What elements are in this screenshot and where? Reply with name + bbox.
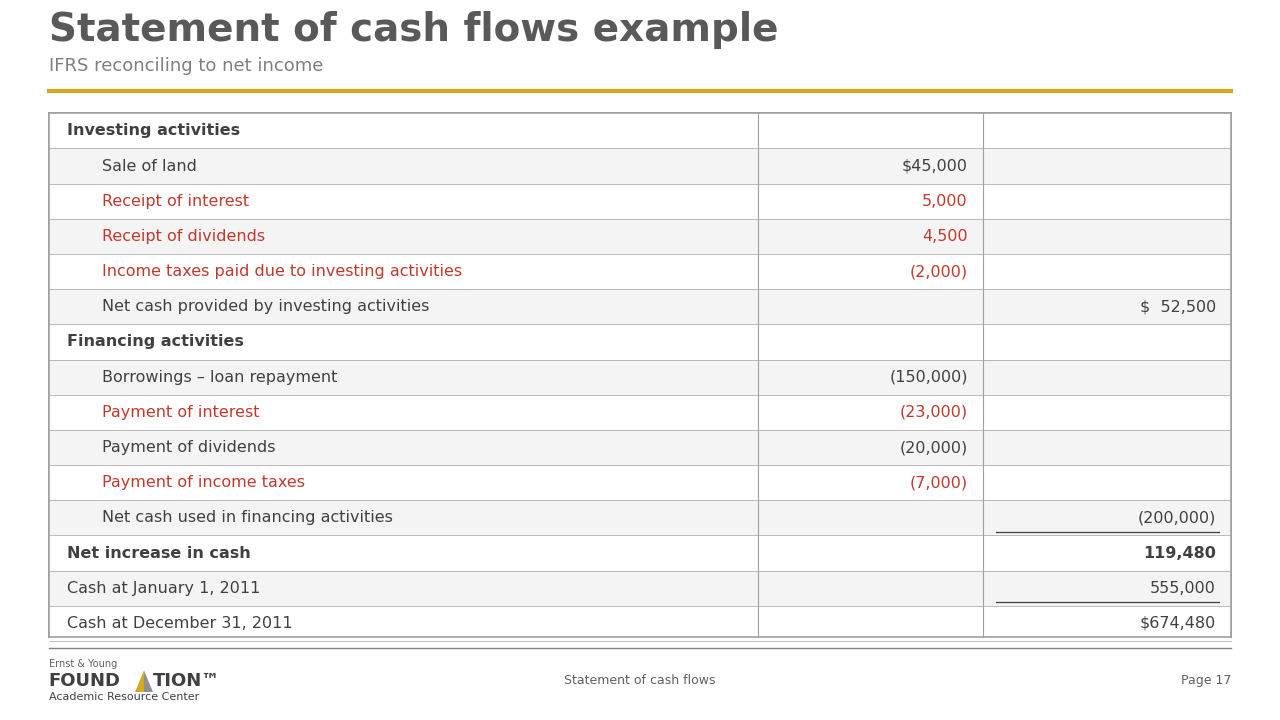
Text: Investing activities: Investing activities <box>67 123 239 138</box>
Text: TION™: TION™ <box>154 672 220 690</box>
Bar <box>49 536 1231 571</box>
Text: Receipt of interest: Receipt of interest <box>102 194 250 209</box>
Text: Net increase in cash: Net increase in cash <box>67 546 251 561</box>
Bar <box>49 430 1231 465</box>
Text: Statement of cash flows: Statement of cash flows <box>564 674 716 687</box>
Text: Payment of interest: Payment of interest <box>102 405 260 420</box>
Bar <box>49 359 1231 395</box>
Text: Ernst & Young: Ernst & Young <box>49 659 116 669</box>
Bar <box>49 254 1231 289</box>
Text: 5,000: 5,000 <box>922 194 968 209</box>
Text: (7,000): (7,000) <box>910 475 968 490</box>
Text: (200,000): (200,000) <box>1138 510 1216 526</box>
Text: Academic Resource Center: Academic Resource Center <box>49 692 198 702</box>
Polygon shape <box>136 670 143 692</box>
Bar <box>49 113 1231 637</box>
Bar <box>49 571 1231 606</box>
Text: Borrowings – loan repayment: Borrowings – loan repayment <box>102 369 338 384</box>
Bar <box>49 465 1231 500</box>
Text: Payment of dividends: Payment of dividends <box>102 440 276 455</box>
Text: Statement of cash flows example: Statement of cash flows example <box>49 11 778 49</box>
Text: (23,000): (23,000) <box>900 405 968 420</box>
Text: 119,480: 119,480 <box>1143 546 1216 561</box>
Text: Cash at December 31, 2011: Cash at December 31, 2011 <box>67 616 292 631</box>
Text: 4,500: 4,500 <box>922 229 968 244</box>
Text: Income taxes paid due to investing activities: Income taxes paid due to investing activ… <box>102 264 462 279</box>
Polygon shape <box>143 670 154 692</box>
Text: Financing activities: Financing activities <box>67 335 243 349</box>
Text: (2,000): (2,000) <box>910 264 968 279</box>
Bar <box>49 500 1231 536</box>
Text: Sale of land: Sale of land <box>102 158 197 174</box>
Bar <box>49 606 1231 641</box>
Text: (20,000): (20,000) <box>900 440 968 455</box>
Text: Net cash used in financing activities: Net cash used in financing activities <box>102 510 393 526</box>
Bar <box>49 395 1231 430</box>
Text: IFRS reconciling to net income: IFRS reconciling to net income <box>49 57 323 75</box>
Text: Page 17: Page 17 <box>1181 674 1231 687</box>
Bar <box>49 184 1231 219</box>
Text: Cash at January 1, 2011: Cash at January 1, 2011 <box>67 581 260 595</box>
Text: 555,000: 555,000 <box>1151 581 1216 595</box>
Bar <box>49 148 1231 184</box>
Bar <box>49 325 1231 359</box>
Bar <box>49 219 1231 254</box>
Text: $45,000: $45,000 <box>901 158 968 174</box>
Text: FOUND: FOUND <box>49 672 120 690</box>
Bar <box>49 289 1231 325</box>
Text: $674,480: $674,480 <box>1139 616 1216 631</box>
Text: Payment of income taxes: Payment of income taxes <box>102 475 306 490</box>
Text: Receipt of dividends: Receipt of dividends <box>102 229 265 244</box>
Text: (150,000): (150,000) <box>890 369 968 384</box>
Text: $  52,500: $ 52,500 <box>1139 300 1216 314</box>
Bar <box>49 113 1231 148</box>
Text: Net cash provided by investing activities: Net cash provided by investing activitie… <box>102 300 430 314</box>
